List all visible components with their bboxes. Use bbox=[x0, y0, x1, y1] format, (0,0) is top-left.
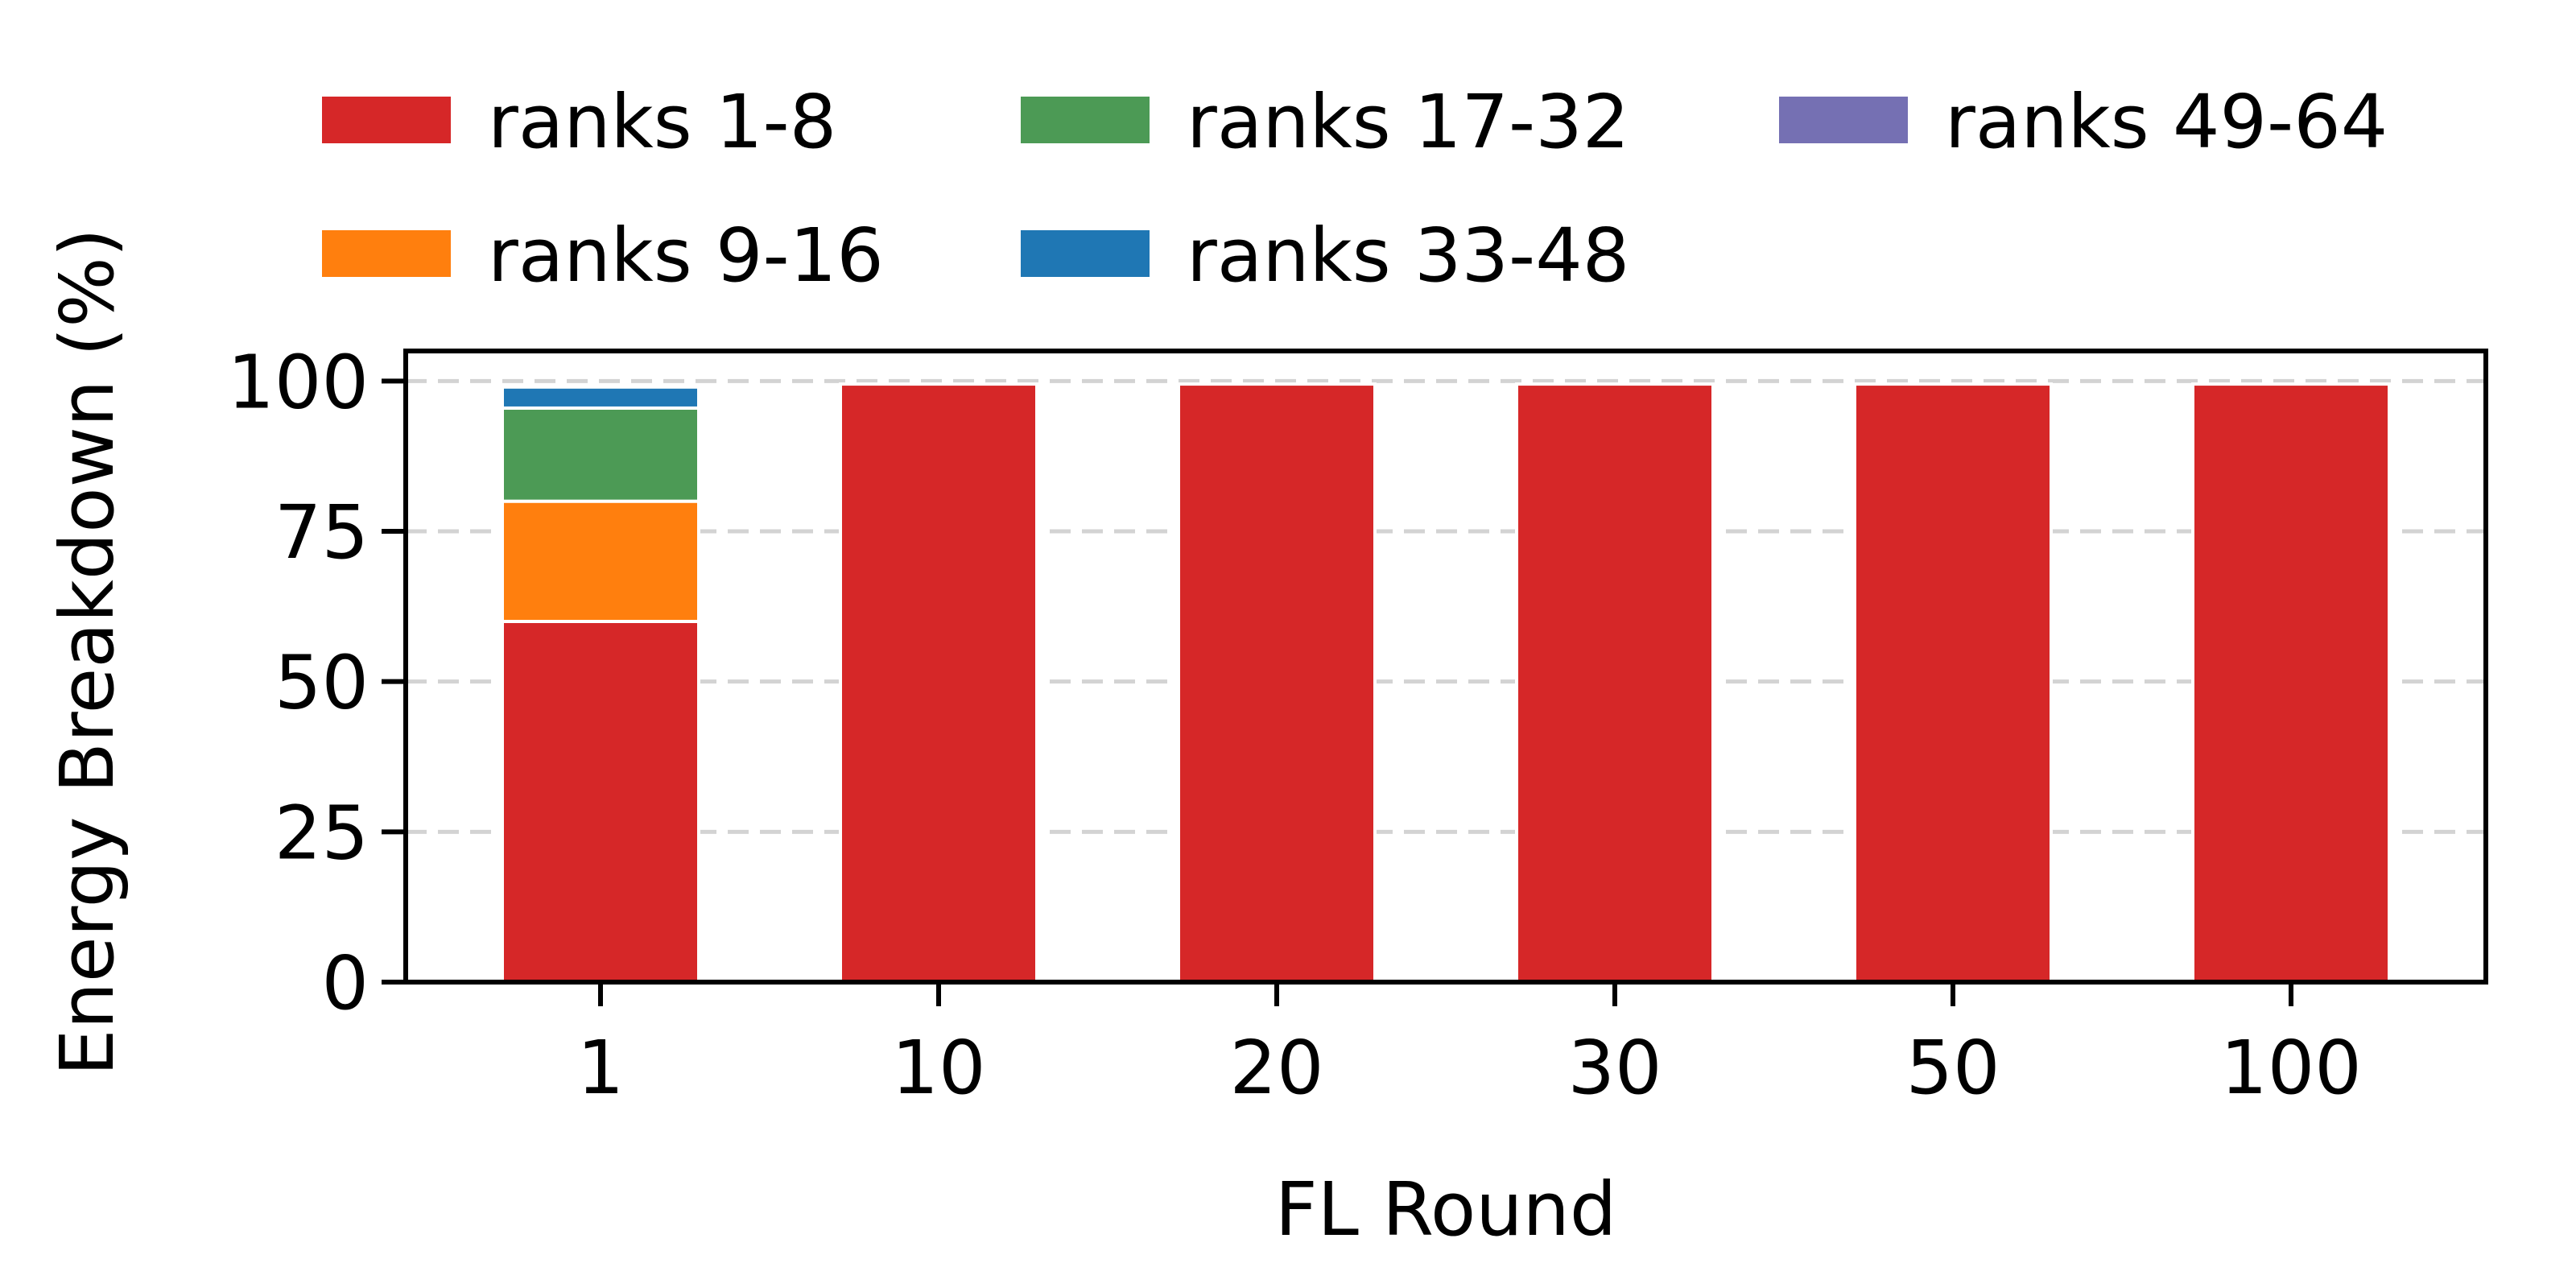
y-axis: 0 25 50 75 100 bbox=[227, 339, 406, 1026]
legend-label: ranks 17-32 bbox=[1187, 79, 1629, 165]
legend-swatch bbox=[1021, 230, 1150, 277]
legend-label: ranks 1-8 bbox=[488, 79, 836, 165]
legend-label: ranks 9-16 bbox=[488, 213, 884, 299]
x-tick-label: 100 bbox=[2220, 1025, 2362, 1111]
x-axis: 1 10 20 30 50 100 bbox=[577, 982, 2362, 1111]
x-tick-label: 30 bbox=[1567, 1025, 1662, 1111]
bar-segment bbox=[501, 385, 700, 410]
x-tick-label: 10 bbox=[891, 1025, 985, 1111]
bar-segment bbox=[1515, 382, 1715, 985]
y-axis-title: Energy Breakdown (%) bbox=[44, 228, 130, 1075]
y-tick-label: 75 bbox=[275, 489, 369, 576]
x-tick-label: 1 bbox=[577, 1025, 625, 1111]
x-tick-label: 50 bbox=[1905, 1025, 2000, 1111]
bar-segment bbox=[501, 499, 700, 624]
y-tick-label: 0 bbox=[321, 940, 369, 1026]
legend-swatch bbox=[322, 97, 451, 143]
bar-segment bbox=[501, 620, 700, 984]
bar-segment bbox=[839, 382, 1038, 985]
plot-frame bbox=[403, 349, 2488, 985]
legend-swatch bbox=[1779, 97, 1908, 143]
y-tick-label: 25 bbox=[275, 790, 369, 876]
legend-label: ranks 49-64 bbox=[1945, 79, 2388, 165]
y-tick-label: 50 bbox=[275, 640, 369, 726]
legend-swatch bbox=[1021, 97, 1150, 143]
x-tick-label: 20 bbox=[1229, 1025, 1323, 1111]
bar-segment bbox=[1177, 382, 1377, 985]
x-axis-title: FL Round bbox=[1275, 1166, 1617, 1253]
bar-segment bbox=[501, 406, 700, 503]
legend-label: ranks 33-48 bbox=[1187, 213, 1629, 299]
legend-swatch bbox=[322, 230, 451, 277]
bar-segment bbox=[2191, 382, 2391, 985]
y-tick-label: 100 bbox=[227, 339, 369, 425]
legend: ranks 1-8 ranks 9-16 ranks 17-32 ranks 33-4… bbox=[322, 79, 2388, 299]
grid-lines bbox=[406, 378, 2486, 834]
bar-segment bbox=[1853, 382, 2053, 985]
